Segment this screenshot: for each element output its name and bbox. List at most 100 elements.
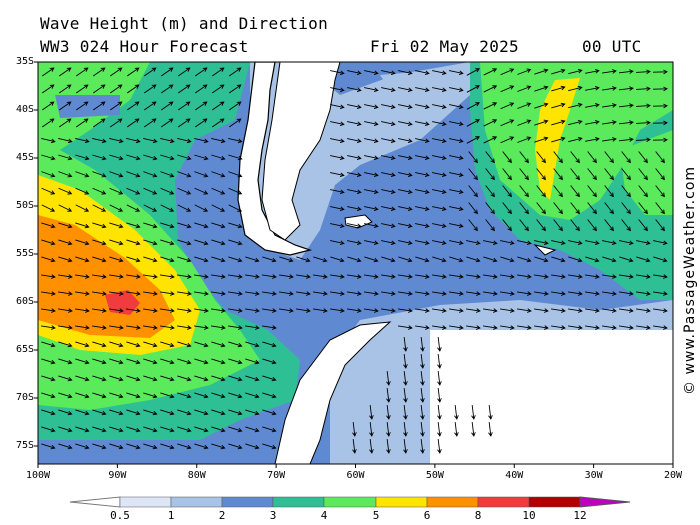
direction-arrow xyxy=(177,341,192,348)
direction-arrow xyxy=(143,392,158,399)
direction-arrow xyxy=(652,86,668,92)
direction-arrow xyxy=(653,325,668,330)
direction-arrow xyxy=(488,421,493,437)
direction-arrow xyxy=(636,308,651,313)
direction-arrow xyxy=(551,102,566,109)
direction-arrow xyxy=(437,387,442,403)
direction-arrow xyxy=(432,121,447,127)
direction-arrow xyxy=(403,438,408,454)
direction-arrow xyxy=(160,325,175,330)
direction-arrow xyxy=(75,204,90,212)
direction-arrow xyxy=(381,121,396,127)
direction-arrow xyxy=(58,187,73,195)
colorbar-segment xyxy=(477,496,530,508)
direction-arrow xyxy=(381,104,396,110)
colorbar-segment xyxy=(272,496,325,508)
direction-arrow xyxy=(194,341,209,348)
direction-arrow xyxy=(585,86,600,91)
direction-arrow xyxy=(386,438,391,454)
direction-arrow xyxy=(398,274,413,279)
direction-arrow xyxy=(604,151,614,164)
direction-arrow xyxy=(211,443,226,450)
direction-arrow xyxy=(194,154,209,161)
direction-arrow xyxy=(519,185,529,198)
direction-arrow xyxy=(160,341,175,348)
direction-arrow xyxy=(653,274,668,279)
direction-arrow xyxy=(41,443,56,450)
direction-arrow xyxy=(621,185,631,198)
direction-arrow xyxy=(602,120,617,125)
direction-arrow xyxy=(41,204,56,212)
direction-arrow xyxy=(160,171,175,178)
direction-arrow xyxy=(621,168,631,181)
direction-arrow xyxy=(75,443,90,450)
direction-arrow xyxy=(177,308,192,313)
direction-arrow xyxy=(41,171,56,178)
direction-arrow xyxy=(177,67,191,77)
direction-arrow xyxy=(177,426,192,433)
direction-arrow xyxy=(553,219,563,232)
direction-arrow xyxy=(347,206,362,212)
direction-arrow xyxy=(126,256,141,263)
direction-arrow xyxy=(347,189,362,195)
direction-arrow xyxy=(638,219,648,232)
direction-arrow xyxy=(75,256,90,263)
direction-arrow xyxy=(211,204,226,212)
colorbar-segment xyxy=(528,496,581,508)
direction-arrow xyxy=(330,291,345,296)
direction-arrow xyxy=(75,222,90,229)
direction-arrow xyxy=(398,325,413,330)
direction-arrow xyxy=(618,69,634,74)
direction-arrow xyxy=(109,274,124,279)
direction-arrow xyxy=(619,240,634,246)
direction-arrow xyxy=(347,155,362,161)
direction-arrow xyxy=(483,136,498,144)
direction-arrow xyxy=(262,308,277,313)
direction-arrow xyxy=(109,222,124,229)
lon-label: 50W xyxy=(425,470,444,481)
direction-arrow xyxy=(420,370,425,386)
direction-arrow xyxy=(143,171,158,178)
direction-arrow xyxy=(364,138,379,144)
direction-arrow xyxy=(347,274,362,279)
direction-arrow xyxy=(454,404,459,420)
direction-arrow xyxy=(536,168,546,181)
direction-arrow xyxy=(194,187,209,195)
direction-arrow xyxy=(519,219,529,232)
lat-label: 75S xyxy=(15,440,34,451)
direction-arrow xyxy=(245,358,260,365)
direction-arrow xyxy=(364,240,379,246)
wave-direction-arrows xyxy=(41,67,668,454)
direction-arrow xyxy=(483,85,498,93)
lat-label: 35S xyxy=(15,56,34,67)
direction-arrow xyxy=(420,387,425,403)
direction-arrow xyxy=(160,187,175,195)
direction-arrow xyxy=(211,222,226,229)
direction-arrow xyxy=(41,291,56,296)
direction-arrow xyxy=(415,189,430,195)
direction-arrow xyxy=(585,308,600,313)
direction-arrow xyxy=(449,70,464,76)
direction-arrow xyxy=(58,118,72,128)
colorbar-segment xyxy=(170,496,223,508)
direction-arrow xyxy=(228,239,243,246)
direction-arrow xyxy=(92,187,107,195)
direction-arrow xyxy=(143,375,158,382)
direction-arrow xyxy=(381,189,396,195)
direction-arrow xyxy=(364,172,379,178)
direction-arrow xyxy=(75,171,90,178)
direction-arrow xyxy=(58,171,73,178)
direction-arrow xyxy=(160,358,175,365)
direction-arrow xyxy=(502,219,512,232)
direction-arrow xyxy=(587,185,597,198)
direction-arrow xyxy=(75,154,90,161)
direction-arrow xyxy=(483,240,498,246)
direction-arrow xyxy=(228,341,243,348)
direction-arrow xyxy=(432,240,447,246)
direction-arrow xyxy=(177,84,191,94)
direction-arrow xyxy=(551,68,566,75)
direction-arrow xyxy=(602,274,617,279)
direction-arrow xyxy=(638,202,648,215)
direction-arrow xyxy=(534,308,549,313)
colorbar-min-arrow xyxy=(69,496,121,508)
